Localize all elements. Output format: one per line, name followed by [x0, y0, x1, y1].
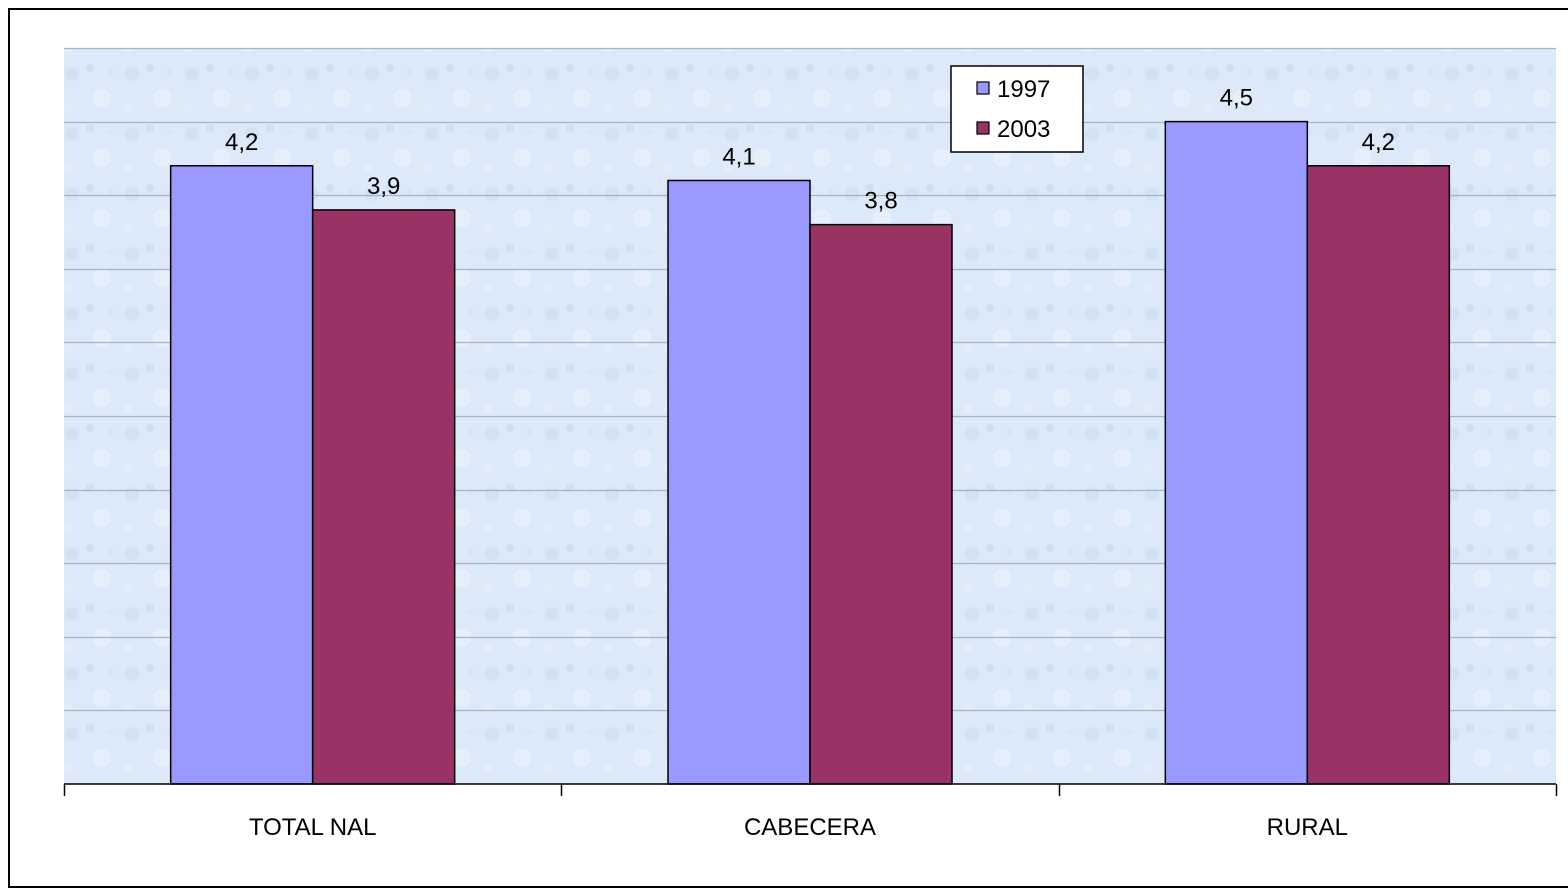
data-label: 4,2	[1362, 129, 1395, 156]
category-label: CABECERA	[744, 814, 876, 841]
legend-label: 1997	[997, 76, 1050, 103]
data-labels: 4,2 3,9 4,1 3,8 4,5 4,2	[225, 85, 1395, 215]
data-label: 4,2	[225, 129, 258, 156]
category-labels: TOTAL NAL CABECERA RURAL	[249, 814, 1348, 841]
bar-1997-rural	[1164, 120, 1309, 785]
bar-1997-total-nal	[169, 165, 314, 785]
bar-1997-cabecera	[667, 179, 811, 785]
legend: 1997 2003	[950, 65, 1084, 153]
bar-2003-total-nal	[311, 209, 456, 785]
legend-swatch	[976, 121, 990, 135]
bars	[169, 120, 1451, 785]
bar-2003-cabecera	[809, 223, 953, 785]
x-axis	[63, 783, 1558, 796]
legend-label: 2003	[997, 116, 1050, 143]
legend-box	[950, 65, 1084, 153]
data-label: 3,8	[864, 188, 897, 215]
category-label: TOTAL NAL	[249, 814, 377, 841]
data-label: 4,5	[1220, 85, 1253, 112]
category-label: RURAL	[1267, 814, 1348, 841]
data-label: 4,1	[722, 143, 755, 170]
bar-2003-rural	[1306, 165, 1451, 785]
legend-swatch	[976, 81, 990, 95]
data-label: 3,9	[367, 173, 400, 200]
